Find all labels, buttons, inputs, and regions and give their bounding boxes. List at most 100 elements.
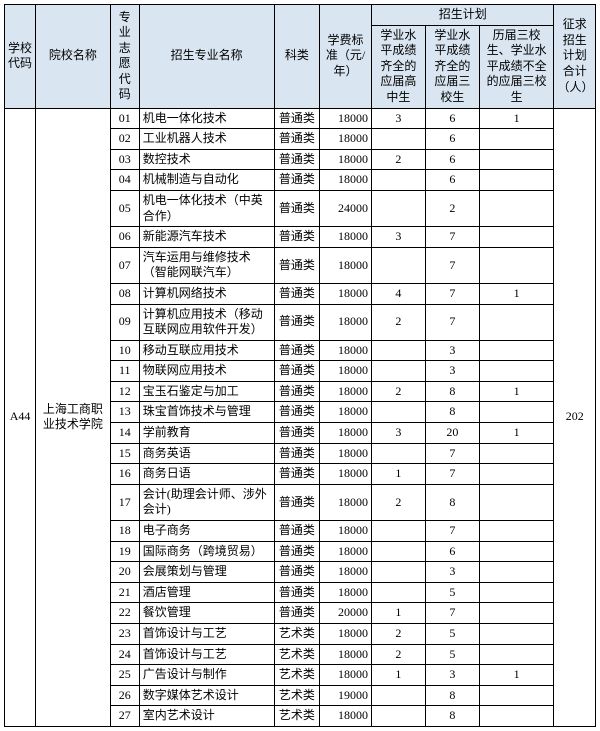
major-name-cell: 机械制造与自动化 xyxy=(139,170,274,191)
major-code-cell: 02 xyxy=(110,129,139,150)
plan1-cell xyxy=(371,582,425,603)
major-name-cell: 计算机网络技术 xyxy=(139,283,274,304)
fee-cell: 18000 xyxy=(320,521,372,542)
plan2-cell: 5 xyxy=(425,644,479,665)
hdr-total: 征求招生计划合计（人） xyxy=(554,5,596,109)
major-name-cell: 室内艺术设计 xyxy=(139,706,274,727)
category-cell: 普通类 xyxy=(274,541,320,562)
major-name-cell: 会计(助理会计师、涉外会计) xyxy=(139,484,274,520)
plan1-cell: 1 xyxy=(371,665,425,686)
major-name-cell: 数控技术 xyxy=(139,149,274,170)
plan2-cell: 3 xyxy=(425,562,479,583)
category-cell: 艺术类 xyxy=(274,706,320,727)
fee-cell: 18000 xyxy=(320,129,372,150)
major-code-cell: 01 xyxy=(110,108,139,129)
fee-cell: 18000 xyxy=(320,464,372,485)
plan3-cell xyxy=(479,190,554,226)
hdr-p3: 历届三校生、学业水平成绩不全的应届三校生 xyxy=(479,25,554,108)
fee-cell: 24000 xyxy=(320,190,372,226)
hdr-school-code: 学校代码 xyxy=(5,5,36,109)
plan2-cell: 6 xyxy=(425,129,479,150)
category-cell: 普通类 xyxy=(274,227,320,248)
major-code-cell: 03 xyxy=(110,149,139,170)
plan1-cell xyxy=(371,685,425,706)
major-name-cell: 机电一体化技术 xyxy=(139,108,274,129)
hdr-p2: 学业水平成绩齐全的应届三校生 xyxy=(425,25,479,108)
category-cell: 普通类 xyxy=(274,582,320,603)
major-code-cell: 04 xyxy=(110,170,139,191)
plan3-cell xyxy=(479,340,554,361)
plan2-cell: 5 xyxy=(425,624,479,645)
table-header: 学校代码 院校名称 专业志愿代码 招生专业名称 科类 学费标准（元/年） 招生计… xyxy=(5,5,596,109)
fee-cell: 18000 xyxy=(320,304,372,340)
category-cell: 普通类 xyxy=(274,108,320,129)
total-cell: 202 xyxy=(554,108,596,726)
plan2-cell: 8 xyxy=(425,706,479,727)
plan2-cell: 7 xyxy=(425,521,479,542)
plan2-cell: 3 xyxy=(425,665,479,686)
plan1-cell xyxy=(371,443,425,464)
plan3-cell xyxy=(479,484,554,520)
fee-cell: 18000 xyxy=(320,582,372,603)
plan1-cell xyxy=(371,190,425,226)
plan1-cell xyxy=(371,340,425,361)
major-name-cell: 广告设计与制作 xyxy=(139,665,274,686)
fee-cell: 18000 xyxy=(320,108,372,129)
fee-cell: 18000 xyxy=(320,541,372,562)
major-name-cell: 新能源汽车技术 xyxy=(139,227,274,248)
category-cell: 普通类 xyxy=(274,402,320,423)
major-code-cell: 20 xyxy=(110,562,139,583)
major-code-cell: 18 xyxy=(110,521,139,542)
hdr-p1: 学业水平成绩齐全的应届高中生 xyxy=(371,25,425,108)
fee-cell: 18000 xyxy=(320,340,372,361)
major-code-cell: 22 xyxy=(110,603,139,624)
plan3-cell xyxy=(479,582,554,603)
plan3-cell xyxy=(479,170,554,191)
category-cell: 普通类 xyxy=(274,381,320,402)
plan2-cell: 6 xyxy=(425,149,479,170)
plan1-cell: 1 xyxy=(371,464,425,485)
major-code-cell: 17 xyxy=(110,484,139,520)
fee-cell: 18000 xyxy=(320,562,372,583)
plan1-cell xyxy=(371,170,425,191)
plan3-cell xyxy=(479,361,554,382)
plan3-cell xyxy=(479,402,554,423)
major-name-cell: 国际商务（跨境贸易） xyxy=(139,541,274,562)
category-cell: 普通类 xyxy=(274,340,320,361)
hdr-category: 科类 xyxy=(274,5,320,109)
category-cell: 普通类 xyxy=(274,484,320,520)
major-name-cell: 数字媒体艺术设计 xyxy=(139,685,274,706)
category-cell: 普通类 xyxy=(274,603,320,624)
plan2-cell: 6 xyxy=(425,170,479,191)
major-name-cell: 首饰设计与工艺 xyxy=(139,644,274,665)
major-code-cell: 25 xyxy=(110,665,139,686)
plan3-cell xyxy=(479,304,554,340)
category-cell: 普通类 xyxy=(274,464,320,485)
category-cell: 艺术类 xyxy=(274,665,320,686)
plan1-cell xyxy=(371,521,425,542)
plan2-cell: 7 xyxy=(425,304,479,340)
category-cell: 普通类 xyxy=(274,443,320,464)
plan2-cell: 5 xyxy=(425,582,479,603)
major-code-cell: 21 xyxy=(110,582,139,603)
major-name-cell: 餐饮管理 xyxy=(139,603,274,624)
plan1-cell: 3 xyxy=(371,108,425,129)
fee-cell: 18000 xyxy=(320,706,372,727)
table-body: A44上海工商职业技术学院01机电一体化技术普通类1800036120202工业… xyxy=(5,108,596,726)
plan3-cell xyxy=(479,227,554,248)
fee-cell: 18000 xyxy=(320,402,372,423)
major-code-cell: 27 xyxy=(110,706,139,727)
plan2-cell: 2 xyxy=(425,190,479,226)
plan3-cell xyxy=(479,247,554,283)
category-cell: 普通类 xyxy=(274,129,320,150)
plan3-cell xyxy=(479,541,554,562)
plan2-cell: 3 xyxy=(425,340,479,361)
hdr-major-code: 专业志愿代码 xyxy=(110,5,139,109)
category-cell: 艺术类 xyxy=(274,624,320,645)
fee-cell: 18000 xyxy=(320,227,372,248)
plan2-cell: 7 xyxy=(425,464,479,485)
plan3-cell xyxy=(479,129,554,150)
plan1-cell: 4 xyxy=(371,283,425,304)
plan3-cell xyxy=(479,603,554,624)
major-name-cell: 计算机应用技术（移动互联网应用软件开发） xyxy=(139,304,274,340)
